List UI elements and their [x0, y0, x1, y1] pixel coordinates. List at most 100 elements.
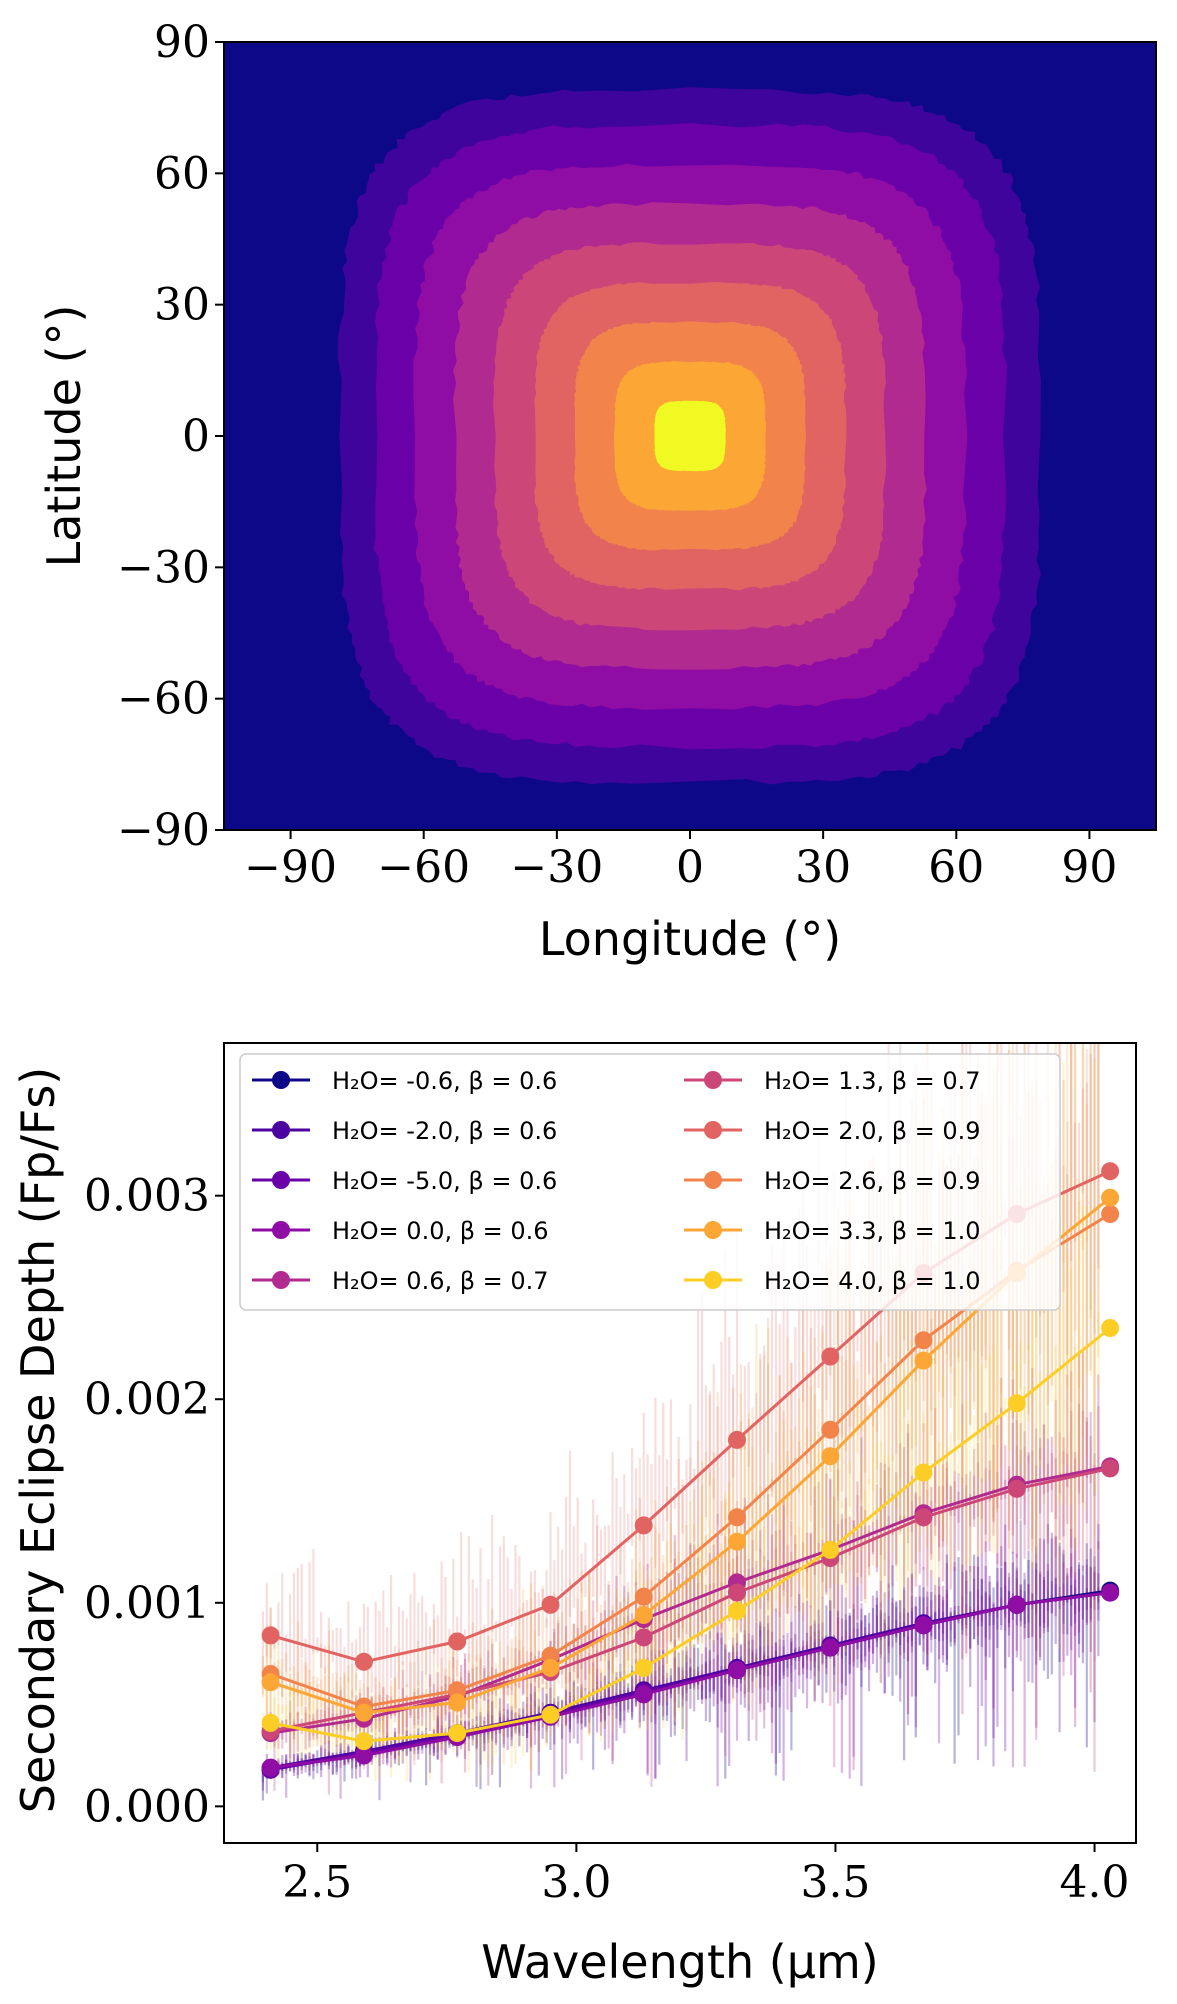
- series-point: [354, 1703, 373, 1722]
- legend-marker: [704, 1171, 722, 1189]
- series-point: [261, 1713, 280, 1732]
- series-line: [270, 1591, 1111, 1770]
- series-point: [728, 1430, 746, 1449]
- legend-marker: [272, 1121, 290, 1139]
- legend-item: H₂O= 2.0, β = 0.9: [684, 1117, 981, 1145]
- contour-level-9: [654, 400, 726, 472]
- map-contours: [337, 87, 1041, 785]
- series-point: [448, 1693, 467, 1712]
- map-x-tick-label: −30: [510, 842, 603, 893]
- series-point: [1101, 1459, 1120, 1478]
- legend-label: H₂O= 0.0, β = 0.6: [332, 1217, 549, 1245]
- legend-label: H₂O= 4.0, β = 1.0: [764, 1267, 981, 1295]
- spectrum-y-tick-label: 0.002: [84, 1374, 210, 1425]
- series-point: [448, 1632, 467, 1651]
- legend-item: H₂O= 1.3, β = 0.7: [684, 1067, 981, 1095]
- series-point: [914, 1508, 933, 1527]
- series-point: [821, 1420, 840, 1439]
- legend-item: H₂O= 4.0, β = 1.0: [684, 1267, 981, 1295]
- map-y-ticks: −90 −60 −30 0 30 60 90: [117, 17, 224, 856]
- series-point: [634, 1658, 653, 1677]
- series-10: [261, 1319, 1120, 1751]
- spectrum-x-tick-label: 4.0: [1060, 1857, 1130, 1908]
- map-x-tick-label: 0: [676, 842, 704, 893]
- map-y-tick-label: −90: [117, 805, 210, 856]
- legend-marker: [272, 1221, 290, 1239]
- series-point: [821, 1447, 840, 1466]
- series-point: [541, 1595, 560, 1614]
- series-point: [261, 1626, 280, 1645]
- series-point: [354, 1652, 373, 1671]
- series-point: [1007, 1479, 1026, 1498]
- legend-item: H₂O= 3.3, β = 1.0: [684, 1217, 981, 1245]
- map-y-axis-label: Latitude (°): [37, 305, 91, 568]
- series-point: [354, 1746, 373, 1765]
- legend: H₂O= -0.6, β = 0.6 H₂O= -2.0, β = 0.6 H₂O=…: [239, 1053, 1061, 1311]
- map-y-tick-label: 60: [154, 148, 210, 199]
- series-point: [1007, 1394, 1026, 1413]
- legend-marker: [272, 1171, 290, 1189]
- series-point: [728, 1508, 746, 1527]
- spectrum-y-tick-label: 0.003: [84, 1171, 210, 1222]
- series-point: [354, 1732, 373, 1751]
- spectrum-x-ticks: 2.5 3.0 3.5 4.0: [282, 1843, 1130, 1908]
- series-point: [821, 1638, 840, 1657]
- spectrum-frame: [223, 1042, 1137, 1844]
- series-point: [1007, 1595, 1026, 1614]
- legend-item: H₂O= -0.6, β = 0.6: [252, 1067, 557, 1095]
- legend-label: H₂O= -5.0, β = 0.6: [332, 1167, 557, 1195]
- legend-item: H₂O= 2.6, β = 0.9: [684, 1167, 981, 1195]
- series-point: [448, 1724, 467, 1743]
- series-point: [261, 1673, 280, 1692]
- legend-label: H₂O= 2.0, β = 0.9: [764, 1117, 981, 1145]
- spectrum-x-tick-label: 3.0: [541, 1857, 611, 1908]
- series-point: [541, 1658, 560, 1677]
- legend-label: H₂O= -0.6, β = 0.6: [332, 1067, 557, 1095]
- map-x-tick-label: 90: [1061, 842, 1117, 893]
- map-x-tick-label: 60: [928, 842, 984, 893]
- legend-marker: [704, 1071, 722, 1089]
- spectrum-x-axis-label: Wavelength (μm): [481, 1935, 878, 1989]
- series-point: [821, 1347, 840, 1366]
- series-point: [914, 1463, 933, 1482]
- legend-box: [239, 1053, 1061, 1311]
- legend-marker: [704, 1121, 722, 1139]
- map-x-axis-label: Longitude (°): [539, 912, 841, 966]
- map-x-tick-label: 30: [795, 842, 851, 893]
- series-point: [634, 1685, 653, 1704]
- map-y-tick-label: −60: [117, 674, 210, 725]
- series-line: [270, 1326, 1112, 1743]
- series-point: [1101, 1162, 1120, 1181]
- series-point: [1101, 1205, 1120, 1223]
- spectrum-x-tick-label: 2.5: [282, 1857, 352, 1908]
- series-point: [914, 1331, 933, 1350]
- legend-item: H₂O= -5.0, β = 0.6: [252, 1167, 557, 1195]
- legend-label: H₂O= 3.3, β = 1.0: [764, 1217, 981, 1245]
- series-point: [728, 1601, 746, 1620]
- series-point: [634, 1516, 653, 1535]
- series-line: [270, 1196, 1112, 1715]
- series-point: [1101, 1188, 1120, 1207]
- series-point: [634, 1628, 653, 1647]
- spectrum-panel: 2.5 3.0 3.5 4.0 0.000 0.001 0.002 0.003 H₂O= -…: [11, 1042, 1137, 1989]
- series-point: [728, 1532, 746, 1551]
- series-line: [270, 1466, 1111, 1733]
- legend-label: H₂O= 0.6, β = 0.7: [332, 1267, 549, 1295]
- series-point: [261, 1758, 280, 1777]
- spectrum-x-tick-label: 3.5: [800, 1857, 870, 1908]
- map-y-tick-label: 0: [182, 411, 210, 462]
- map-x-ticks: −90 −60 −30 0 30 60 90: [244, 830, 1117, 893]
- legend-marker: [704, 1221, 722, 1239]
- map-panel: −90 −60 −30 0 30 60 90 −90 −60 −30 0 30 60 90 Longit…: [37, 17, 1157, 966]
- series-point: [541, 1705, 560, 1724]
- legend-label: H₂O= 2.6, β = 0.9: [764, 1167, 981, 1195]
- series-point: [728, 1661, 746, 1679]
- series-point: [914, 1351, 933, 1370]
- series-point: [634, 1587, 653, 1606]
- map-y-tick-label: 90: [154, 17, 210, 68]
- spectrum-y-tick-label: 0.000: [84, 1781, 210, 1832]
- legend-label: H₂O= 1.3, β = 0.7: [764, 1067, 981, 1095]
- legend-item: H₂O= -2.0, β = 0.6: [252, 1117, 557, 1145]
- legend-marker: [704, 1271, 722, 1289]
- series-point: [634, 1606, 653, 1624]
